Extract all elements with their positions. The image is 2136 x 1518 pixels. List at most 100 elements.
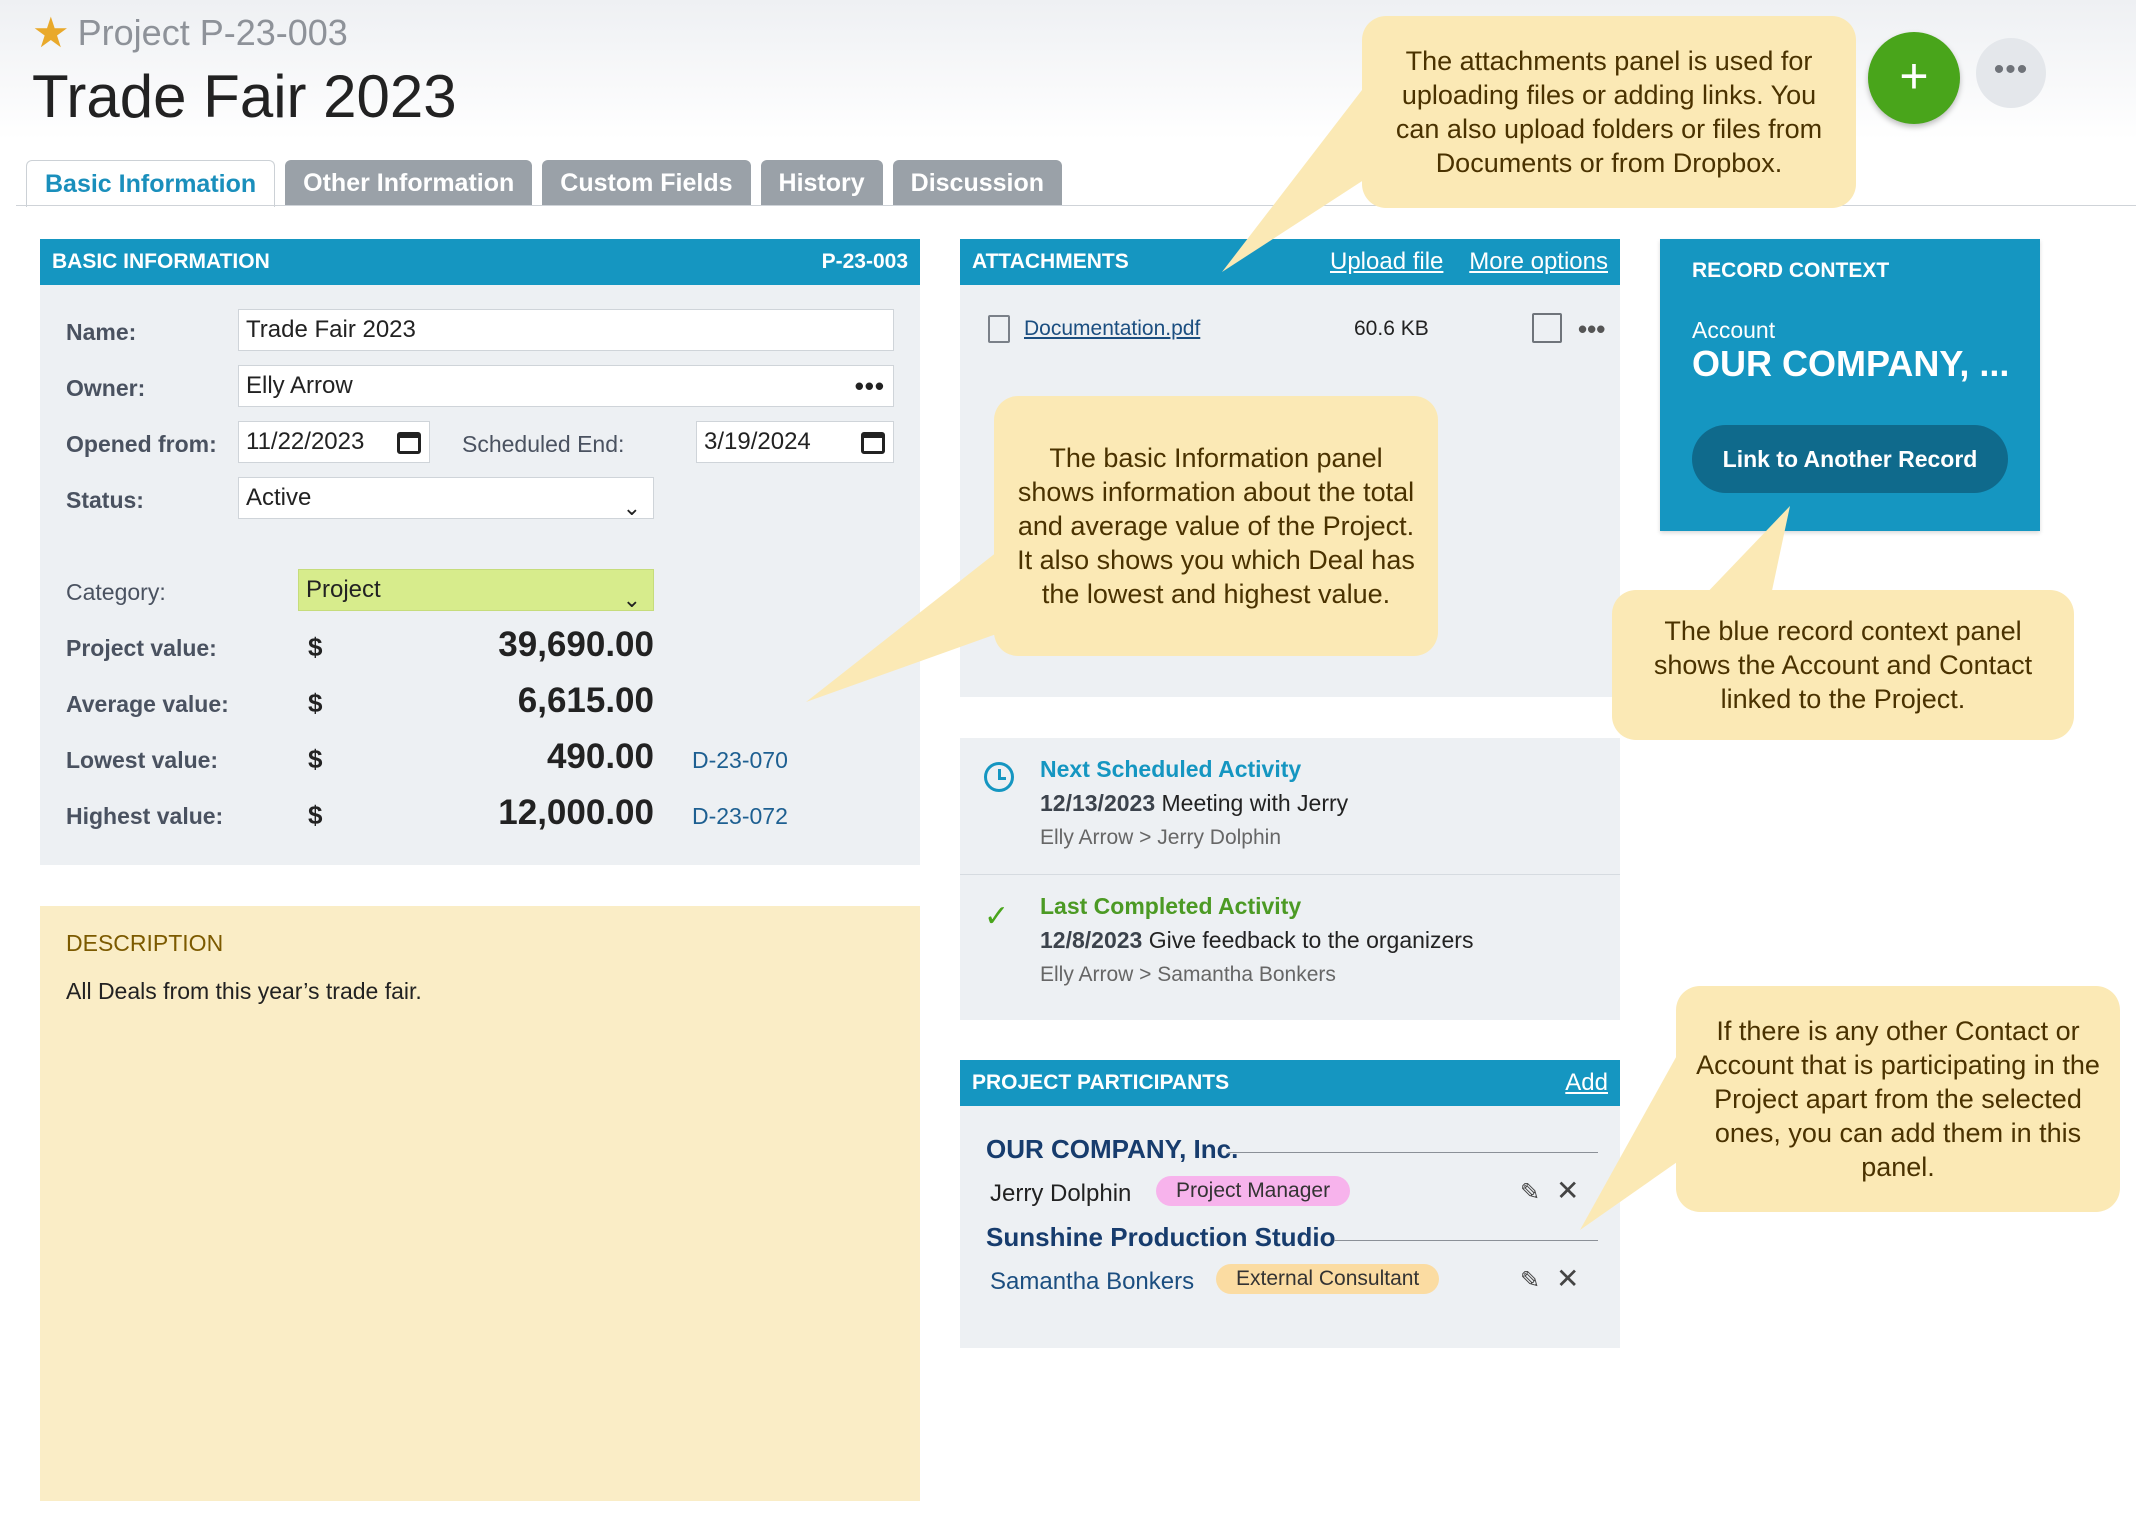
participant-person-2[interactable]: Samantha Bonkers (990, 1268, 1195, 1295)
tab-other-information[interactable]: Other Information (285, 160, 533, 206)
opened-from-field[interactable]: 11/22/2023 (238, 421, 430, 463)
opened-from-value: 11/22/2023 (246, 428, 365, 455)
calendar-icon[interactable] (397, 432, 421, 454)
currency-symbol: $ (308, 744, 323, 774)
average-value: 6,615.00 (517, 681, 654, 720)
attachments-header: ATTACHMENTS Upload file More options (960, 239, 1620, 285)
project-participants-panel: PROJECT PARTICIPANTS Add OUR COMPANY, In… (960, 1060, 1620, 1348)
participants-heading: PROJECT PARTICIPANTS (972, 1071, 1230, 1094)
attachments-heading: ATTACHMENTS (972, 250, 1129, 273)
attachment-file-size: 60.6 KB (1354, 317, 1429, 340)
attachments-actions: Upload file More options (1310, 248, 1608, 276)
attachment-row: Documentation.pdf 60.6 KB ••• (988, 309, 1608, 349)
owner-field[interactable]: Elly Arrow ••• (238, 365, 894, 407)
checkmark-icon: ✓ (984, 900, 1010, 933)
project-label: Project (77, 12, 190, 53)
basic-information-header: BASIC INFORMATION P-23-003 (40, 239, 920, 285)
name-field[interactable]: Trade Fair 2023 (238, 309, 894, 351)
more-options-link[interactable]: More options (1469, 248, 1608, 275)
divider (1228, 1152, 1598, 1153)
average-value-label: Average value: (66, 691, 229, 717)
file-icon (988, 315, 1010, 343)
project-breadcrumb: ★ Project P-23-003 (32, 12, 348, 54)
divider (1334, 1240, 1598, 1241)
account-value[interactable]: OUR COMPANY, ... (1692, 343, 2010, 384)
status-label: Status: (66, 487, 144, 513)
calendar-icon[interactable] (861, 432, 885, 454)
edit-icon[interactable]: ✎ (1520, 1267, 1541, 1294)
highest-value: 12,000.00 (498, 793, 654, 832)
lowest-value-label: Lowest value: (66, 747, 219, 773)
status-value: Active (246, 484, 312, 511)
last-activity[interactable]: ✓ Last Completed Activity 12/8/2023 Give… (960, 874, 1620, 1010)
category-value: Project (306, 576, 381, 603)
project-value: 39,690.00 (498, 625, 654, 664)
tab-divider (16, 205, 2136, 206)
project-id: P-23-003 (199, 12, 348, 53)
project-value-label: Project value: (66, 635, 217, 661)
edit-icon[interactable]: ✎ (1520, 1179, 1541, 1206)
link-to-another-record-button[interactable]: Link to Another Record (1692, 425, 2008, 493)
close-icon[interactable]: ✕ (1556, 1263, 1580, 1294)
record-context-callout: The blue record context panel shows the … (1612, 590, 2074, 740)
lowest-value: 490.00 (546, 737, 654, 776)
participants-header: PROJECT PARTICIPANTS Add (960, 1060, 1620, 1106)
scheduled-end-field[interactable]: 3/19/2024 (696, 421, 894, 463)
scheduled-end-value: 3/19/2024 (704, 428, 811, 455)
add-participant-link[interactable]: Add (1565, 1069, 1608, 1096)
description-text: All Deals from this year’s trade fair. (66, 978, 422, 1004)
name-value: Trade Fair 2023 (246, 316, 416, 343)
currency-symbol: $ (308, 800, 323, 830)
tab-basic-information[interactable]: Basic Information (26, 160, 276, 207)
participant-person-1[interactable]: Jerry Dolphin (990, 1180, 1132, 1207)
currency-symbol: $ (308, 632, 323, 662)
description-panel[interactable]: DESCRIPTION All Deals from this year’s t… (40, 906, 920, 1501)
tab-bar: Basic Information Other Information Cust… (26, 160, 1063, 207)
next-activity-title: Next Scheduled Activity (1040, 756, 1302, 782)
tab-custom-fields[interactable]: Custom Fields (542, 160, 751, 206)
currency-symbol: $ (308, 688, 323, 718)
upload-file-link[interactable]: Upload file (1330, 248, 1444, 275)
lowest-deal-link[interactable]: D-23-070 (692, 747, 788, 773)
account-label: Account (1692, 317, 1776, 343)
participant-org-1[interactable]: OUR COMPANY, Inc. (986, 1134, 1239, 1164)
role-badge-external-consultant: External Consultant (1216, 1264, 1440, 1294)
file-more-icon[interactable]: ••• (1578, 313, 1606, 344)
participants-callout: If there is any other Contact or Account… (1676, 986, 2120, 1212)
last-activity-subject: Give feedback to the organizers (1148, 927, 1474, 953)
highest-deal-link[interactable]: D-23-072 (692, 803, 788, 829)
star-icon[interactable]: ★ (32, 9, 70, 56)
description-title: DESCRIPTION (66, 930, 224, 956)
scheduled-end-label: Scheduled End: (462, 431, 625, 457)
status-select[interactable]: Active ⌄ (238, 477, 654, 520)
basic-information-panel: BASIC INFORMATION P-23-003 Name: Trade F… (40, 239, 920, 865)
category-label: Category: (66, 579, 166, 605)
record-context-title: RECORD CONTEXT (1692, 259, 1890, 282)
add-button[interactable]: + (1868, 32, 1960, 124)
basic-information-heading: BASIC INFORMATION (52, 250, 270, 273)
more-actions-button[interactable]: ••• (1976, 38, 2046, 108)
opened-from-label: Opened from: (66, 431, 217, 457)
name-label: Name: (66, 319, 137, 345)
file-preview-icon[interactable] (1532, 313, 1562, 343)
participant-org-2[interactable]: Sunshine Production Studio (986, 1222, 1336, 1252)
owner-label: Owner: (66, 375, 146, 401)
next-activity-people: Elly Arrow > Jerry Dolphin (1040, 826, 1281, 849)
tab-history[interactable]: History (760, 160, 883, 206)
last-activity-people: Elly Arrow > Samantha Bonkers (1040, 963, 1336, 986)
last-activity-date: 12/8/2023 (1040, 927, 1143, 953)
role-badge-project-manager: Project Manager (1156, 1176, 1351, 1206)
chevron-down-icon: ⌄ (622, 587, 641, 612)
next-activity[interactable]: Next Scheduled Activity 12/13/2023 Meeti… (960, 738, 1620, 874)
next-activity-date: 12/13/2023 (1040, 790, 1156, 816)
next-activity-subject: Meeting with Jerry (1161, 790, 1349, 816)
owner-value: Elly Arrow (246, 372, 353, 399)
attachment-file-link[interactable]: Documentation.pdf (1024, 317, 1201, 340)
basic-information-callout: The basic Information panel shows inform… (994, 396, 1438, 656)
category-select[interactable]: Project ⌄ (298, 569, 654, 612)
clock-icon (984, 762, 1014, 792)
owner-lookup-icon[interactable]: ••• (854, 371, 885, 401)
attachments-callout: The attachments panel is used for upload… (1362, 16, 1856, 208)
close-icon[interactable]: ✕ (1556, 1175, 1580, 1206)
tab-discussion[interactable]: Discussion (892, 160, 1063, 206)
